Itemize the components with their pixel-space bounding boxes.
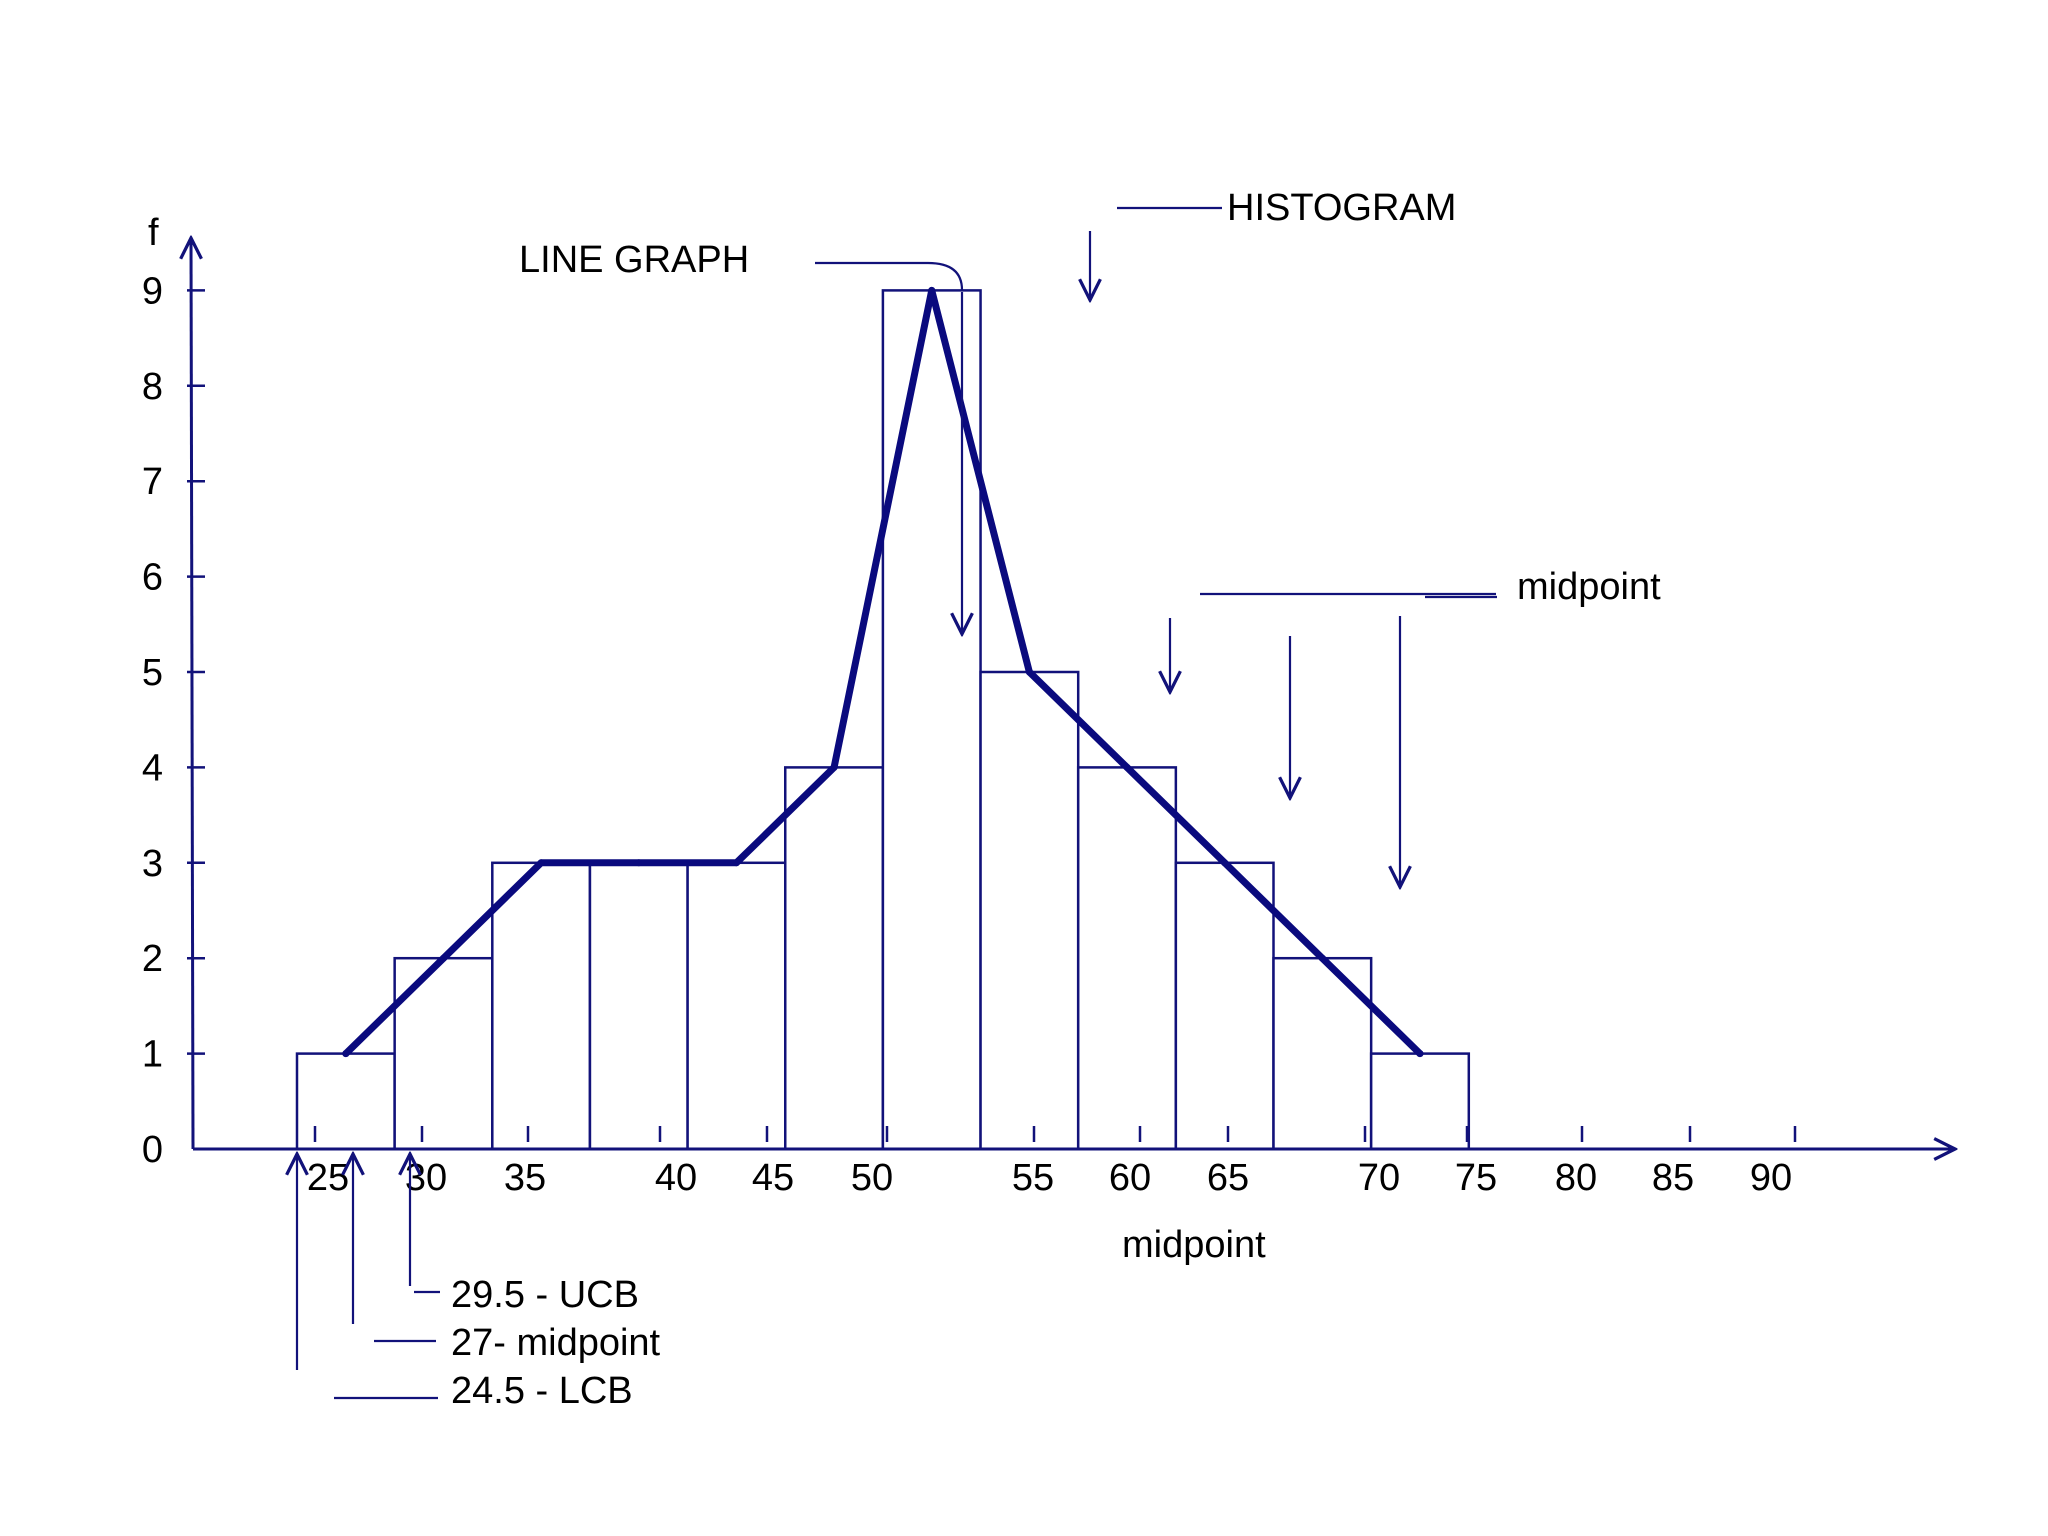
- line-graph-point-11: [1318, 954, 1326, 962]
- line-graph-annotation: LINE GRAPH: [519, 239, 962, 634]
- x-tick-label-30: 30: [405, 1157, 447, 1199]
- y-axis-ticks: 0 1 2 3 4 5 6 7 8 9: [142, 270, 205, 1171]
- class-boundary-annotations: 29.5 - UCB 27- midpoint 24.5 - LCB: [297, 1154, 661, 1412]
- line-graph-point-3: [537, 859, 545, 867]
- x-tick-label-70: 70: [1358, 1157, 1400, 1199]
- line-graph-point-2: [439, 954, 447, 962]
- line-graph-point-12: [1416, 1050, 1424, 1058]
- line-graph-point-5: [732, 859, 740, 867]
- histogram-bar-5: [686, 861, 787, 1151]
- midpoint-right-label: midpoint: [1517, 566, 1661, 608]
- y-tick-label-4: 4: [142, 747, 163, 789]
- histogram-bar-1: [295, 1052, 396, 1151]
- line-graph-point-1: [342, 1050, 350, 1058]
- line-graph-polyline: [342, 286, 1424, 1058]
- y-tick-label-3: 3: [142, 843, 163, 885]
- histogram-bar-10: [1174, 861, 1275, 1151]
- line-graph-point-6: [830, 763, 838, 771]
- histogram-bar-3: [491, 861, 592, 1151]
- midpoint-annotation: midpoint: [1170, 566, 1661, 887]
- line-graph-point-4: [635, 859, 643, 867]
- y-axis: [191, 238, 193, 1150]
- x-tick-label-65: 65: [1207, 1157, 1249, 1199]
- histogram-label: HISTOGRAM: [1227, 187, 1456, 229]
- histogram-bar-9: [1076, 766, 1178, 1151]
- histogram-bar-4: [588, 861, 689, 1151]
- line-graph-point-7: [928, 286, 936, 294]
- y-tick-label-1: 1: [142, 1034, 163, 1076]
- ucb-label: 29.5 - UCB: [451, 1274, 639, 1316]
- line-graph-label: LINE GRAPH: [519, 239, 749, 281]
- y-tick-label-8: 8: [142, 366, 163, 408]
- x-axis-label: midpoint: [1122, 1224, 1266, 1266]
- line-graph-point-9: [1123, 763, 1131, 771]
- line-graph-leader-line: [815, 261, 964, 291]
- y-tick-label-5: 5: [142, 652, 163, 694]
- histogram-bar-6: [784, 766, 885, 1151]
- line-graph-point-10: [1221, 859, 1229, 867]
- y-tick-label-0: 0: [142, 1129, 163, 1171]
- histogram-bars: [295, 289, 1471, 1151]
- y-tick-label-6: 6: [142, 557, 163, 599]
- y-tick-label-7: 7: [142, 461, 163, 503]
- y-tick-label-9: 9: [142, 270, 163, 312]
- line-graph-point-8: [1025, 668, 1033, 676]
- y-axis-label: f: [148, 212, 159, 254]
- histogram-annotation: HISTOGRAM: [1090, 187, 1456, 300]
- midpoint-27-label: 27- midpoint: [451, 1322, 661, 1364]
- x-tick-label-35: 35: [504, 1157, 546, 1199]
- line-graph-series: [342, 286, 1424, 1058]
- x-tick-label-60: 60: [1109, 1157, 1151, 1199]
- x-axis-ticks: 25 30 35 40 45 50 55 60 65 70 75 80 85 90: [307, 1126, 1797, 1199]
- histogram-bar-12: [1369, 1052, 1471, 1151]
- histogram-bar-8: [979, 670, 1080, 1151]
- x-tick-label-90: 90: [1750, 1157, 1792, 1199]
- lcb-label: 24.5 - LCB: [451, 1370, 633, 1412]
- x-tick-label-75: 75: [1455, 1157, 1497, 1199]
- x-tick-label-80: 80: [1555, 1157, 1597, 1199]
- x-tick-label-50: 50: [851, 1157, 893, 1199]
- x-tick-label-45: 45: [752, 1157, 794, 1199]
- y-tick-label-2: 2: [142, 938, 163, 980]
- x-tick-label-40: 40: [655, 1157, 697, 1199]
- x-tick-label-25: 25: [307, 1157, 349, 1199]
- x-tick-label-85: 85: [1652, 1157, 1694, 1199]
- x-tick-label-55: 55: [1012, 1157, 1054, 1199]
